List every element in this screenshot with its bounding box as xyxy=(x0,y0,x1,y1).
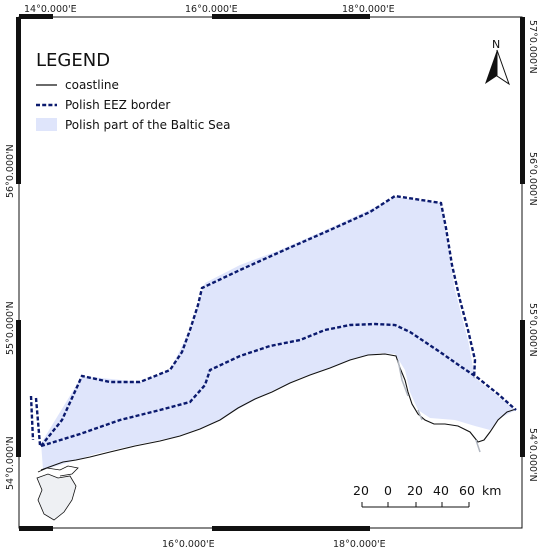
label-right-4: 54°0.000'N xyxy=(527,428,538,482)
legend-item-coastline: coastline xyxy=(65,78,119,92)
graticule-border xyxy=(16,14,525,531)
scale-tick-label: 20 xyxy=(407,483,423,498)
label-bottom-1: 16°0.000'E xyxy=(162,539,215,550)
coastline xyxy=(40,353,517,471)
legend-title: LEGEND xyxy=(36,50,110,71)
north-label: N xyxy=(492,38,500,51)
label-top-2: 16°0.000'E xyxy=(185,4,238,15)
graticule-labels: 14°0.000'E 16°0.000'E 18°0.000'E 16°0.00… xyxy=(5,4,538,550)
label-top-1: 14°0.000'E xyxy=(24,4,77,15)
legend-swatch-sea xyxy=(36,118,57,131)
scale-bar: 20 0 20 40 60 km xyxy=(353,483,501,508)
label-bottom-2: 18°0.000'E xyxy=(333,539,386,550)
label-left-1: 56°0.000'N xyxy=(5,144,16,198)
land-detail xyxy=(36,473,77,521)
scale-tick-label: 20 xyxy=(353,483,369,498)
land-detail xyxy=(397,359,481,453)
legend: LEGEND coastline Polish EEZ border Polis… xyxy=(36,50,231,132)
label-right-1: 57°0.000'N xyxy=(527,20,538,74)
label-top-3: 18°0.000'E xyxy=(342,4,395,15)
scale-tick-label: 60 xyxy=(459,483,475,498)
eez-border xyxy=(29,194,517,448)
label-right-2: 56°0.000'N xyxy=(527,152,538,206)
north-arrow-icon: N xyxy=(485,38,510,86)
legend-item-eez: Polish EEZ border xyxy=(65,98,170,112)
scale-tick-label: 0 xyxy=(384,483,392,498)
scale-unit: km xyxy=(482,483,501,498)
legend-item-sea: Polish part of the Baltic Sea xyxy=(65,118,231,132)
baltic-sea-area xyxy=(40,197,516,470)
label-left-3: 54°0.000'N xyxy=(5,436,16,490)
scale-tick-label: 40 xyxy=(433,483,449,498)
label-right-3: 55°0.000'N xyxy=(527,303,538,357)
label-left-2: 55°0.000'N xyxy=(5,301,16,355)
